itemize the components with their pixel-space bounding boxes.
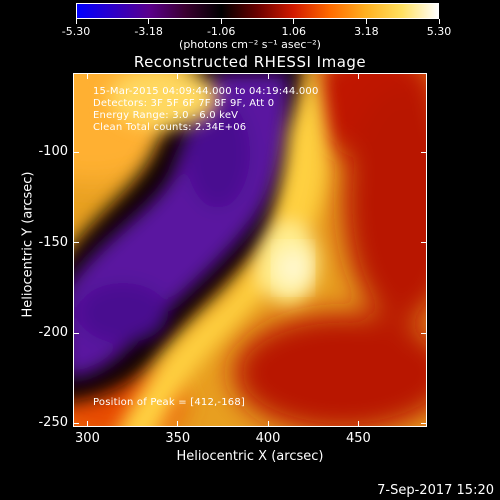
energy-range-text: Energy Range: 3.0 - 6.0 keV bbox=[93, 110, 239, 121]
y-tick-label: -200 bbox=[38, 325, 68, 341]
colorbar-tick-label: -3.18 bbox=[134, 25, 163, 38]
colorbar-tick-mark bbox=[75, 19, 77, 24]
y-axis-label: Heliocentric Y (arcsec) bbox=[20, 171, 36, 318]
y-tick-mark bbox=[421, 422, 427, 424]
date-stamp: 7-Sep-2017 15:20 bbox=[377, 483, 494, 498]
time-range-text: 15-Mar-2015 04:09:44.000 to 04:19:44.000 bbox=[93, 86, 319, 97]
x-tick-label: 300 bbox=[75, 431, 100, 446]
y-tick-mark bbox=[73, 242, 79, 244]
detectors-text: Detectors: 3F 5F 6F 7F 8F 9F, Att 0 bbox=[93, 98, 275, 109]
colorbar-tick-mark bbox=[220, 19, 222, 24]
x-tick-label: 350 bbox=[165, 431, 191, 446]
x-tick-mark bbox=[267, 421, 269, 427]
x-tick-mark bbox=[86, 73, 88, 79]
colorbar-tick-mark bbox=[293, 19, 295, 24]
y-tick-label: -100 bbox=[38, 144, 68, 160]
plot-title: Reconstructed RHESSI Image bbox=[133, 53, 367, 71]
colorbar-tick-label: -1.06 bbox=[206, 25, 236, 38]
colorbar bbox=[76, 3, 439, 19]
y-tick-mark bbox=[421, 242, 427, 244]
x-tick-label: 450 bbox=[345, 431, 371, 446]
y-tick-mark bbox=[421, 332, 427, 334]
y-tick-mark bbox=[73, 151, 79, 153]
y-tick-label: -250 bbox=[38, 415, 68, 431]
x-tick-mark bbox=[177, 421, 179, 427]
clean-counts-text: Clean Total counts: 2.34E+06 bbox=[93, 122, 247, 133]
y-tick-mark bbox=[73, 332, 79, 334]
x-tick-mark bbox=[357, 73, 359, 79]
colorbar-tick-mark bbox=[438, 19, 440, 24]
solar-image bbox=[73, 73, 427, 427]
colorbar-units: (photons cm⁻² s⁻¹ asec⁻²) bbox=[179, 38, 321, 51]
colorbar-tick-label: 3.18 bbox=[354, 25, 379, 38]
colorbar-tick-label: 1.06 bbox=[281, 25, 307, 38]
x-tick-mark bbox=[357, 421, 359, 427]
colorbar-tick-label: 5.30 bbox=[426, 25, 452, 38]
x-tick-mark bbox=[177, 73, 179, 79]
colorbar-tick-mark bbox=[148, 19, 150, 24]
peak-position-text: Position of Peak = [412,-168] bbox=[93, 397, 245, 408]
y-tick-mark bbox=[421, 151, 427, 153]
colorbar-tick-mark bbox=[365, 19, 367, 24]
x-axis-label: Heliocentric X (arcsec) bbox=[176, 449, 324, 464]
x-tick-label: 400 bbox=[255, 431, 281, 446]
solar-image-svg bbox=[73, 73, 427, 427]
colorbar-tick-label: -5.30 bbox=[61, 25, 91, 38]
y-tick-mark bbox=[73, 422, 79, 424]
x-tick-mark bbox=[267, 73, 269, 79]
x-tick-mark bbox=[86, 421, 88, 427]
y-tick-label: -150 bbox=[38, 234, 68, 250]
